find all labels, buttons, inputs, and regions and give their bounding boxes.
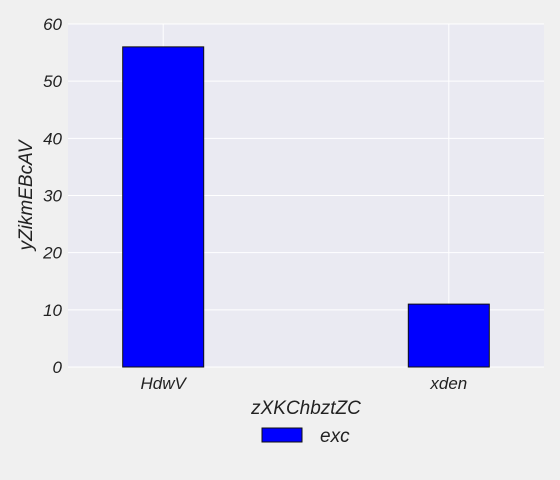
y-tick-labels: 0 10 20 30 40 50 60 xyxy=(42,15,62,377)
bar-xden xyxy=(407,303,490,368)
bar-hdwv xyxy=(122,46,205,368)
x-tick-label: HdwV xyxy=(141,374,188,393)
y-tick-label: 10 xyxy=(43,301,62,320)
y-tick-label: 60 xyxy=(43,15,62,34)
y-tick-label: 50 xyxy=(43,72,62,91)
bars xyxy=(122,46,490,368)
legend: exc xyxy=(261,426,350,447)
y-axis-label: yZikmEBcAV xyxy=(16,138,37,252)
y-tick-label: 0 xyxy=(53,358,63,377)
x-axis-label: zXKChbztZC xyxy=(250,398,361,419)
y-tick-label: 30 xyxy=(43,187,62,206)
y-tick-label: 20 xyxy=(42,244,62,263)
x-tick-labels: HdwV xden xyxy=(141,374,468,393)
legend-swatch xyxy=(261,427,303,443)
legend-label: exc xyxy=(320,426,350,447)
x-tick-label: xden xyxy=(429,374,467,393)
y-tick-label: 40 xyxy=(43,129,62,148)
